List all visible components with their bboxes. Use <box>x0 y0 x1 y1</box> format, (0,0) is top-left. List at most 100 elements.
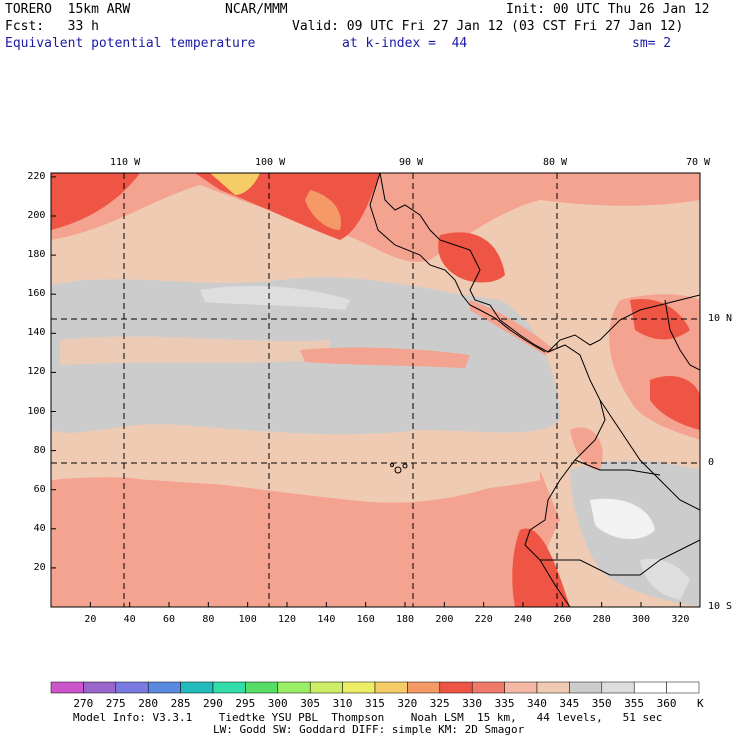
longitude-label: 70 W <box>686 157 711 168</box>
axis-ticks <box>51 176 681 607</box>
colorbar-swatch <box>666 681 700 694</box>
y-tick-label: 160 <box>27 288 46 300</box>
colorbar-label: 285 <box>170 697 191 710</box>
colorbar-label: 335 <box>494 697 515 710</box>
colorbar-label: 290 <box>203 697 223 710</box>
model-info-line2: LW: Godd SW: Goddard DIFF: simple KM: 2D… <box>213 723 525 736</box>
peru-red <box>512 528 570 607</box>
x-tick-label: 20 <box>84 614 97 625</box>
colorbar-swatch <box>569 681 603 694</box>
x-tick-label: 80 <box>202 614 215 625</box>
model-info-line1: Model Info: V3.3.1 Tiedtke YSU PBL Thomp… <box>73 711 663 724</box>
level-label: at k-index = 44 <box>342 36 468 51</box>
amazon-light-gray <box>640 558 690 600</box>
latitude-label: 10 S <box>708 601 733 612</box>
colorbar-swatch <box>180 681 214 694</box>
y-tick-label: 180 <box>27 249 46 261</box>
y-tick-label: 220 <box>27 170 46 182</box>
latitude-label: 0 <box>708 457 715 468</box>
longitude-label: 100 W <box>255 157 286 168</box>
x-tick-label: 240 <box>514 614 533 625</box>
theta-e-field <box>51 173 700 607</box>
colorbar-swatch <box>147 681 181 694</box>
longitude-label: 110 W <box>110 157 141 168</box>
colorbar-label: 355 <box>624 697 645 710</box>
colorbar-swatch <box>115 681 149 694</box>
x-tick-label: 260 <box>553 614 572 625</box>
smoothing-label: sm= 2 <box>632 36 672 51</box>
colorbar-unit: K <box>697 697 704 710</box>
colorbar-label: 275 <box>105 697 126 710</box>
colorbar-swatch <box>83 681 117 694</box>
colorbar-swatch <box>536 681 570 694</box>
org-label: NCAR/MMM <box>225 2 288 17</box>
colorbar-label: 345 <box>559 697 580 710</box>
border-1 <box>599 399 700 511</box>
galapagos-2 <box>402 463 408 469</box>
y-tick-label: 60 <box>33 483 46 495</box>
y-tick-label: 100 <box>27 405 46 417</box>
x-tick-label: 280 <box>592 614 611 625</box>
colorbar-label: 340 <box>527 697 547 710</box>
longitude-label: 90 W <box>399 157 424 168</box>
border-3 <box>540 539 700 576</box>
colorbar-swatch <box>50 681 84 694</box>
border-2 <box>574 459 661 476</box>
galapagos-1 <box>394 466 402 474</box>
field-name: Equivalent potential temperature <box>5 36 256 51</box>
init-time: Init: 00 UTC Thu 26 Jan 12 <box>506 2 710 17</box>
colorbar-swatch <box>407 681 441 694</box>
x-tick-label: 120 <box>278 614 297 625</box>
x-tick-label: 140 <box>317 614 336 625</box>
colorbar-label: 295 <box>235 697 256 710</box>
colorbar-label: 330 <box>462 697 483 710</box>
coastlines <box>369 173 700 607</box>
y-tick-label: 40 <box>33 522 46 534</box>
valid-time: Valid: 09 UTC Fri 27 Jan 12 (03 CST Fri … <box>292 19 684 34</box>
colorbar-label: 350 <box>591 697 612 710</box>
salmon-streak <box>300 347 470 368</box>
x-tick-label: 100 <box>238 614 257 625</box>
y-tick-label: 200 <box>27 210 46 221</box>
border-4 <box>664 299 700 371</box>
colorbar-swatch <box>374 681 408 694</box>
south-salmon <box>51 470 560 607</box>
colorbar-label: 360 <box>656 697 677 710</box>
y-tick-label: 80 <box>33 444 46 456</box>
x-tick-label: 180 <box>396 614 415 625</box>
y-tick-label: 120 <box>27 366 46 378</box>
latitude-label: 10 N <box>708 313 733 324</box>
colorbar-label: 315 <box>365 697 385 710</box>
longitude-label: 80 W <box>543 157 568 168</box>
x-tick-label: 200 <box>435 614 454 625</box>
x-tick-label: 320 <box>671 614 690 625</box>
forecast-hour: Fcst: 33 h <box>5 19 99 34</box>
x-tick-label: 40 <box>123 614 136 625</box>
amazon-white <box>590 498 655 540</box>
colorbar-swatch <box>245 681 279 694</box>
colorbar-label: 305 <box>300 697 321 710</box>
colorbar-label: 300 <box>267 697 288 710</box>
colorbar-swatch <box>601 681 635 694</box>
colorbar-swatch <box>471 681 505 694</box>
light-gray-patch <box>200 285 350 310</box>
colorbar-swatch <box>504 681 538 694</box>
colorbar-swatch <box>342 681 376 694</box>
x-tick-label: 60 <box>163 614 176 625</box>
ne-red-2 <box>650 375 700 430</box>
colorbar-swatch <box>309 681 343 694</box>
x-tick-label: 220 <box>474 614 493 625</box>
pacific-coast-north <box>369 173 546 353</box>
model-title: TORERO 15km ARW <box>5 2 131 17</box>
gulf-orange <box>305 190 341 230</box>
colorbar-swatch <box>212 681 246 694</box>
x-tick-label: 160 <box>356 614 375 625</box>
warm-streak <box>60 336 330 365</box>
graticule <box>51 173 700 607</box>
colorbar-swatch <box>439 681 473 694</box>
colorbar-label: 280 <box>138 697 159 710</box>
north-salmon <box>51 173 700 263</box>
colorbar-label: 325 <box>429 697 450 710</box>
south-base-band <box>51 440 540 492</box>
